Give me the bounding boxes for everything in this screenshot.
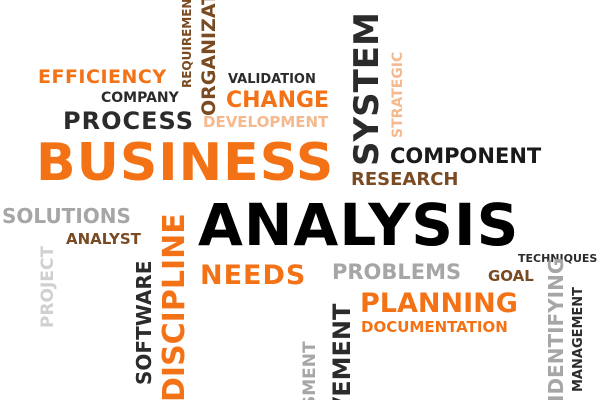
- word-process: PROCESS: [63, 107, 194, 135]
- word-discipline: DISCIPLINE: [157, 213, 192, 400]
- word-identifying: IDENTIFYING: [544, 257, 568, 400]
- word-goal: GOAL: [488, 267, 534, 285]
- word-needs: NEEDS: [200, 260, 307, 291]
- word-techniques: TECHNIQUES: [518, 252, 598, 265]
- word-problems: PROBLEMS: [332, 260, 462, 284]
- word-assessment: ASSESSMENT: [300, 341, 320, 400]
- word-solutions: SOLUTIONS: [2, 204, 131, 228]
- word-change: CHANGE: [226, 88, 330, 113]
- word-project: PROJECT: [38, 245, 58, 328]
- word-efficiency: EFFICIENCY: [38, 66, 167, 88]
- word-planning: PLANNING: [360, 288, 518, 319]
- word-development: DEVELOPMENT: [203, 113, 329, 131]
- word-strategic: STRATEGIC: [390, 51, 406, 138]
- word-documentation: DOCUMENTATION: [361, 318, 508, 336]
- word-organization: ORGANIZATION: [198, 0, 220, 116]
- word-company: COMPANY: [101, 90, 179, 106]
- word-validation: VALIDATION: [228, 72, 316, 87]
- word-component: COMPONENT: [390, 144, 542, 168]
- word-business: BUSINESS: [36, 133, 335, 193]
- word-improvement: IMPROVEMENT: [328, 304, 356, 400]
- word-analysis: ANALYSIS: [198, 191, 520, 259]
- word-system: SYSTEM: [347, 12, 387, 166]
- word-requirement: REQUIREMENT: [180, 0, 194, 88]
- word-software: SOFTWARE: [132, 260, 156, 385]
- word-analyst: ANALYST: [66, 230, 141, 248]
- word-management: MANAGEMENT: [571, 286, 586, 392]
- word-research: RESEARCH: [351, 169, 459, 190]
